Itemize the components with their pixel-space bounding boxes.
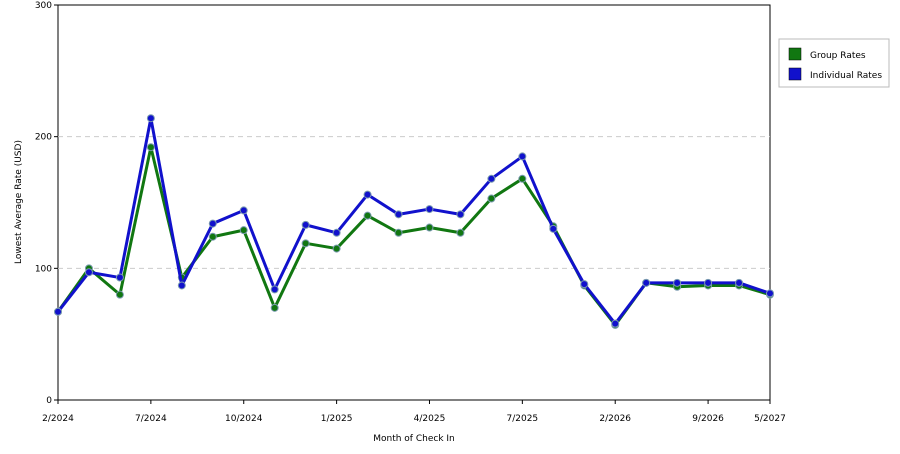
- x-tick-label: 5/2027: [754, 414, 786, 424]
- y-tick-label: 0: [46, 396, 52, 406]
- point: [580, 280, 589, 289]
- legend-label: Group Rates: [810, 51, 866, 61]
- point: [735, 278, 744, 287]
- point: [425, 205, 434, 214]
- point: [487, 174, 496, 183]
- point: [115, 290, 124, 299]
- point: [301, 239, 310, 248]
- point: [363, 190, 372, 199]
- point: [177, 281, 186, 290]
- y-axis-label: Lowest Average Rate (USD): [14, 140, 24, 264]
- point: [146, 114, 155, 123]
- point: [239, 206, 248, 215]
- point: [487, 194, 496, 203]
- point: [208, 219, 217, 228]
- x-tick-label: 10/2024: [225, 414, 263, 424]
- point: [456, 210, 465, 219]
- point: [425, 223, 434, 232]
- point: [456, 228, 465, 237]
- point: [704, 278, 713, 287]
- legend-swatch: [788, 67, 802, 81]
- point: [54, 307, 62, 316]
- point: [363, 211, 372, 220]
- point: [332, 228, 341, 237]
- x-axis-label: Month of Check In: [373, 434, 455, 444]
- point: [394, 210, 403, 219]
- point: [766, 289, 774, 298]
- point: [301, 220, 310, 229]
- point: [270, 285, 279, 294]
- x-tick-label: 7/2024: [135, 414, 167, 424]
- series-line: [56, 116, 771, 326]
- point: [549, 224, 558, 233]
- x-tick-label: 4/2025: [414, 414, 446, 424]
- x-tick-label: 9/2026: [692, 414, 724, 424]
- legend-swatch: [788, 47, 802, 61]
- point: [518, 152, 527, 161]
- point: [642, 278, 651, 287]
- legend-label: Individual Rates: [810, 71, 882, 81]
- x-tick-label: 7/2025: [507, 414, 539, 424]
- y-tick-label: 100: [35, 264, 52, 274]
- point: [208, 232, 217, 241]
- point: [394, 228, 403, 237]
- point: [270, 303, 279, 312]
- point: [115, 273, 124, 282]
- point: [673, 278, 682, 287]
- y-tick-label: 300: [35, 1, 52, 11]
- series-line: [56, 145, 771, 327]
- point: [146, 143, 155, 152]
- point: [518, 174, 527, 183]
- x-tick-label: 2/2024: [42, 414, 74, 424]
- point: [84, 268, 93, 277]
- x-tick-label: 1/2025: [321, 414, 353, 424]
- point: [332, 244, 341, 253]
- x-tick-label: 2/2026: [599, 414, 631, 424]
- plot-frame: [57, 4, 771, 401]
- point: [239, 226, 248, 235]
- y-tick-label: 200: [35, 133, 52, 143]
- point: [611, 319, 620, 328]
